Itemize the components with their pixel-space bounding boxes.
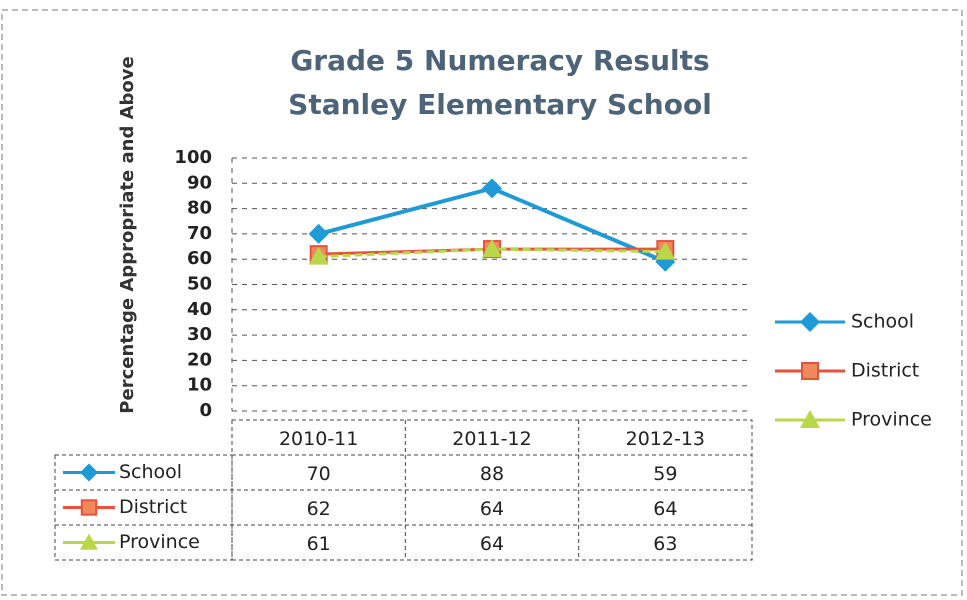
table-value: 70 xyxy=(307,463,331,485)
marker xyxy=(308,246,329,265)
marker xyxy=(800,410,820,428)
marker xyxy=(482,239,502,258)
marker xyxy=(80,499,98,516)
y-tick-label: 50 xyxy=(187,274,212,295)
y-tick-label: 20 xyxy=(187,349,212,370)
y-tick-label: 80 xyxy=(187,198,212,219)
marker xyxy=(80,533,98,550)
y-tick-label: 0 xyxy=(199,400,212,421)
table-row-name: Province xyxy=(119,531,200,553)
legend-label: District xyxy=(851,360,919,382)
chart-border xyxy=(1,9,963,596)
table-row-name: District xyxy=(119,496,187,518)
table-value: 63 xyxy=(653,533,677,555)
table-value: 88 xyxy=(480,463,504,485)
table-value: 61 xyxy=(307,533,331,555)
y-tick-label: 60 xyxy=(187,248,212,269)
y-tick-label: 90 xyxy=(187,172,212,193)
table-value: 64 xyxy=(480,533,504,555)
y-axis-label: Percentage Appropriate and Above xyxy=(117,56,138,413)
table-border xyxy=(54,454,233,561)
legend-label: Province xyxy=(851,409,932,431)
x-tick-label: 2011-12 xyxy=(452,428,531,450)
marker xyxy=(308,223,329,244)
x-tick-label: 2012-13 xyxy=(626,428,705,450)
marker xyxy=(800,312,820,332)
y-tick-label: 40 xyxy=(187,299,212,320)
chart-title: Grade 5 Numeracy Results xyxy=(290,44,709,77)
y-tick-label: 70 xyxy=(187,223,212,244)
table-value: 59 xyxy=(653,463,677,485)
marker xyxy=(80,463,98,482)
marker xyxy=(655,241,676,260)
legend-label: School xyxy=(851,311,914,333)
table-value: 64 xyxy=(480,498,504,520)
marker xyxy=(801,362,819,380)
table-value: 64 xyxy=(653,498,677,520)
marker xyxy=(482,178,502,199)
x-tick-label: 2010-11 xyxy=(279,428,358,450)
y-tick-label: 30 xyxy=(187,324,212,345)
table-value: 62 xyxy=(307,498,331,520)
table-row-name: School xyxy=(119,461,182,483)
y-tick-label: 100 xyxy=(174,147,212,168)
chart-subtitle: Stanley Elementary School xyxy=(288,88,712,121)
y-tick-label: 10 xyxy=(187,375,212,396)
